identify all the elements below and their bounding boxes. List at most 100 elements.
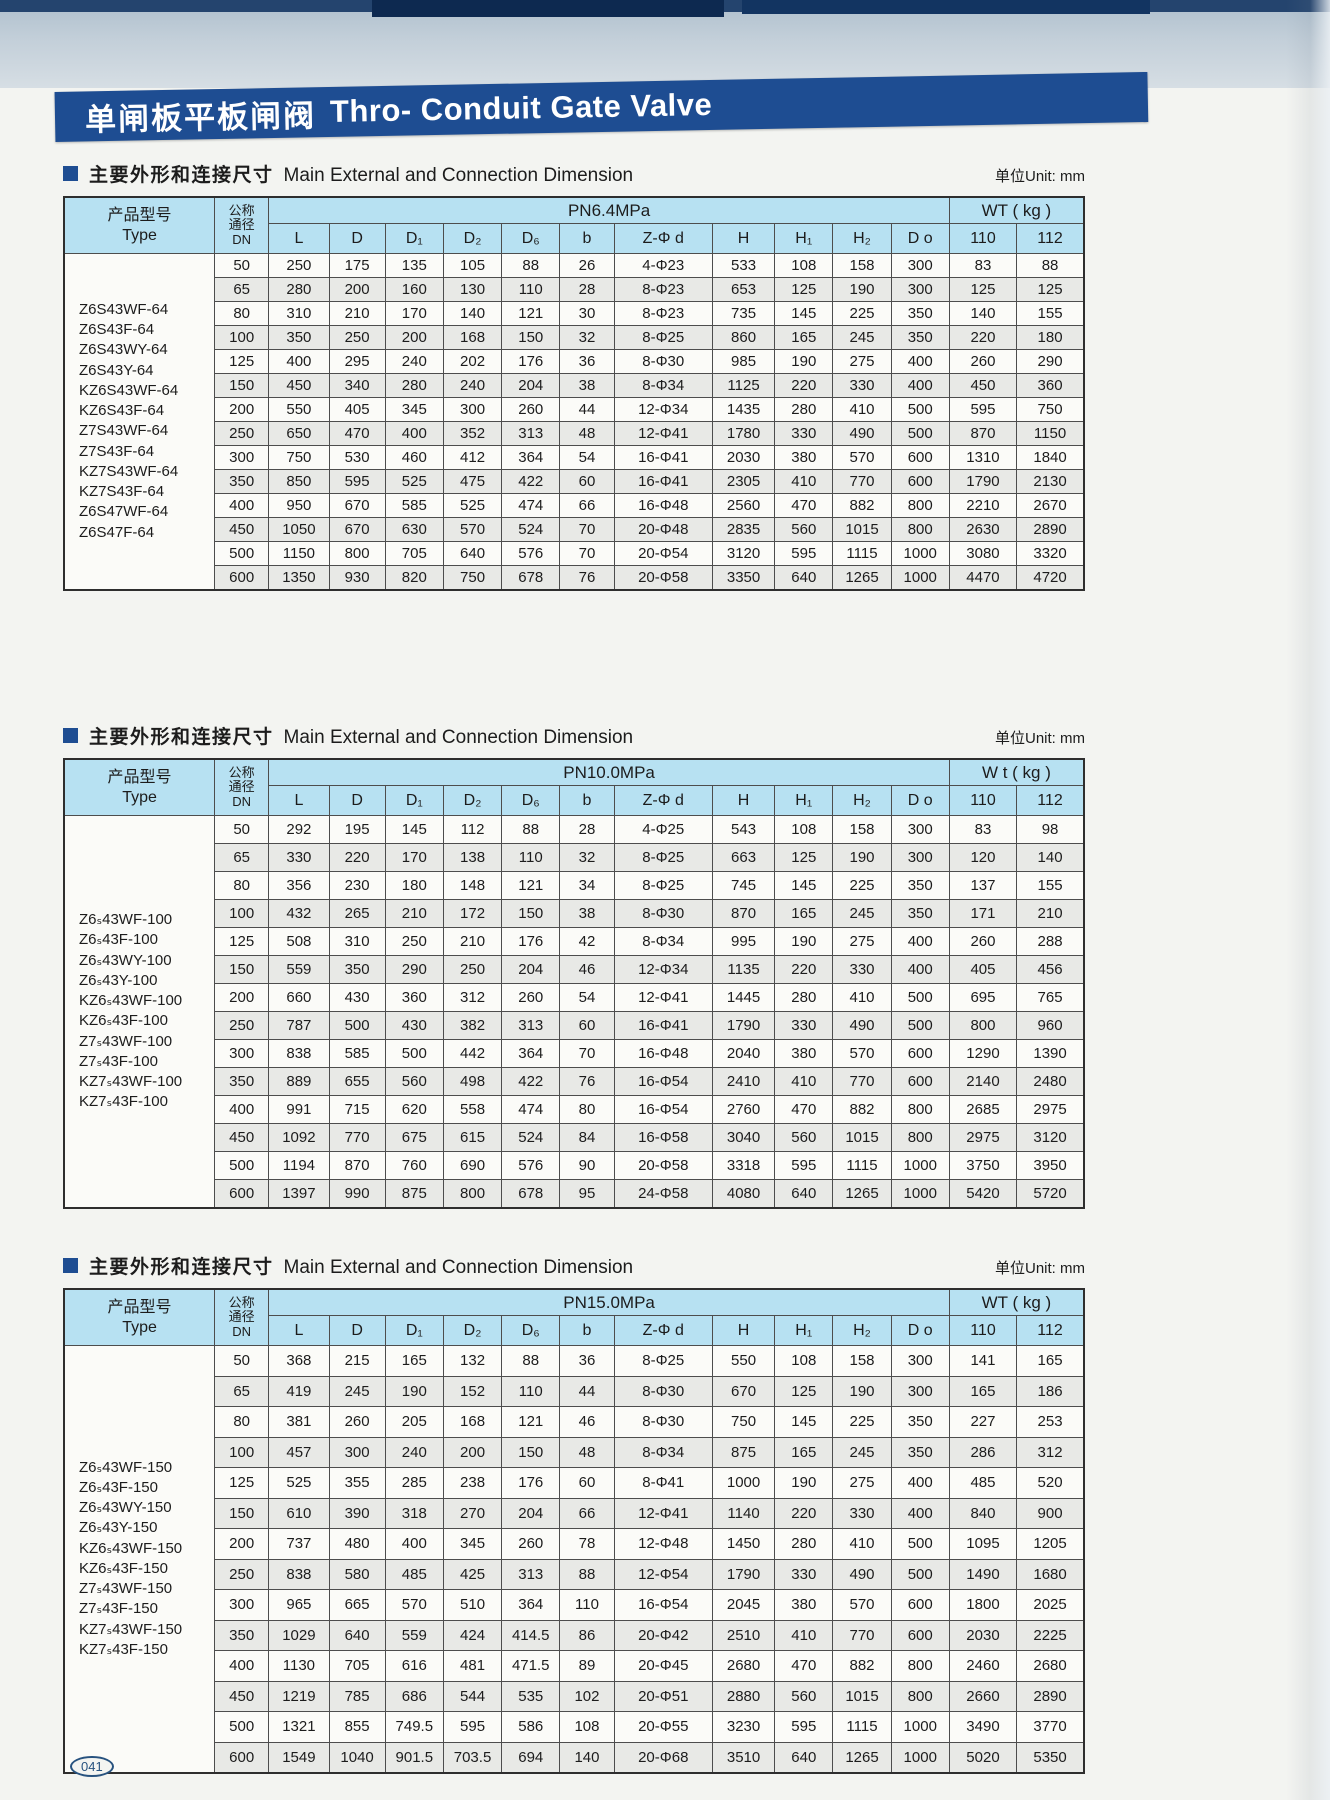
table-cell: 155: [1016, 871, 1085, 900]
table-cell: 533: [711, 253, 776, 278]
table-cell: 16-Φ54: [613, 1067, 713, 1096]
dn-column-header: 公称 通径 DN: [214, 1288, 270, 1346]
table-cell: 3080: [948, 541, 1018, 566]
table-cell: 694: [501, 1741, 561, 1773]
table-cell: 4080: [711, 1179, 776, 1208]
table-cell: 150: [214, 1497, 270, 1529]
table-cell: 210: [328, 301, 386, 326]
table-cell: 737: [268, 1528, 330, 1560]
table-cell: 170: [384, 301, 444, 326]
table-cell: 750: [711, 1406, 776, 1438]
table-cell: 1205: [1016, 1528, 1085, 1560]
table-cell: 875: [711, 1436, 776, 1468]
type-label: Z6S47WF-64: [79, 503, 169, 521]
table-cell: 5420: [948, 1179, 1018, 1208]
table-cell: 400: [214, 1650, 270, 1682]
type-label: KZ7S43WF-64: [79, 462, 179, 480]
table-cell: 360: [384, 983, 444, 1012]
table-cell: 8-Φ30: [613, 899, 713, 928]
table-cell: 350: [214, 469, 270, 494]
weight-column-header: 112: [1016, 785, 1085, 816]
table-cell: 200: [214, 1528, 270, 1560]
table-cell: 560: [384, 1067, 444, 1096]
table-cell: 12-Φ48: [613, 1528, 713, 1560]
section-heading-en: Main External and Connection Dimension: [283, 165, 634, 186]
table-cell: 65: [214, 1375, 270, 1407]
table-cell: 1490: [948, 1558, 1018, 1590]
table-cell: 991: [268, 1095, 330, 1124]
table-cell: 20-Φ68: [613, 1741, 713, 1773]
table-cell: 204: [501, 1497, 561, 1529]
table-cell: 570: [832, 445, 892, 470]
table-cell: 1115: [832, 1151, 892, 1180]
table-cell: 42: [559, 927, 615, 956]
table-cell: 240: [384, 349, 444, 374]
table-cell: 70: [559, 1039, 615, 1068]
table-cell: 1000: [890, 1179, 950, 1208]
table-cell: 150: [214, 955, 270, 984]
table-row: Z6ₛ43WF-150 Z6ₛ43F-150 Z6ₛ43WY-150 Z6ₛ43Y-1…: [63, 1345, 1085, 1773]
table-cell: 171: [948, 899, 1018, 928]
table-cell: 640: [774, 1179, 834, 1208]
table-cell: 44: [559, 397, 615, 422]
table-cell: 260: [501, 1528, 561, 1560]
table-cell: 125: [1016, 277, 1085, 302]
table-cell: 400: [890, 349, 950, 374]
table-cell: 280: [774, 397, 834, 422]
table-cell: 125: [214, 1467, 270, 1499]
table-cell: 500: [384, 1039, 444, 1068]
table-cell: 457: [268, 1436, 330, 1468]
table-cell: 1000: [890, 565, 950, 590]
table-cell: 5720: [1016, 1179, 1085, 1208]
table-cell: 500: [890, 397, 950, 422]
table-cell: 8-Φ34: [613, 927, 713, 956]
table-cell: 405: [948, 955, 1018, 984]
table-cell: 16-Φ41: [613, 445, 713, 470]
table-cell: 410: [774, 1067, 834, 1096]
table-row: 250 787 500 430 382 313 60 16-Φ41 1790 330 490 500 8…: [64, 1011, 1085, 1040]
table-row: 80 356 230 180 148 121 34 8-Φ25 745 145 225 350 137 1…: [64, 871, 1085, 900]
type-group: Z6ₛ43WY-100 Z6ₛ43Y-100: [79, 951, 210, 992]
type-label: KZ6S43WF-64: [79, 381, 179, 399]
table-cell: 152: [442, 1375, 503, 1407]
table-cell: 280: [268, 277, 330, 302]
table-cell: 600: [214, 1741, 270, 1773]
table-cell: 600: [890, 1067, 950, 1096]
dimension-section: 主要外形和连接尺寸 Main External and Connection Di…: [63, 160, 1085, 591]
table-cell: 678: [501, 565, 561, 590]
table-cell: 610: [268, 1497, 330, 1529]
table-cell: 800: [890, 517, 950, 542]
table-cell: 300: [890, 1345, 950, 1377]
table-cell: 368: [268, 1345, 330, 1377]
table-cell: 525: [442, 493, 503, 518]
table-cell: 490: [832, 1011, 892, 1040]
table-cell: 60: [559, 1011, 615, 1040]
table-row: Z6ₛ43WF-100 Z6ₛ43F-100 Z6ₛ43WY-100 Z6ₛ43Y-1…: [63, 815, 1085, 1208]
table-cell: 470: [774, 1650, 834, 1682]
table-cell: 12-Φ41: [613, 983, 713, 1012]
table-cell: 474: [501, 1095, 561, 1124]
table-cell: 1040: [328, 1741, 386, 1773]
table-cell: 90: [559, 1151, 615, 1180]
table-cell: 32: [559, 325, 615, 350]
dimension-column-header: b: [559, 223, 615, 254]
table-cell: 172: [442, 899, 503, 928]
table-cell: 225: [832, 301, 892, 326]
table-cell: 3350: [711, 565, 776, 590]
table-cell: 576: [501, 541, 561, 566]
table-cell: 520: [1016, 1467, 1085, 1499]
table-row: 100 457 300 240 200 150 48 8-Φ34 875 165 245 350 286…: [64, 1436, 1085, 1468]
table-cell: 137: [948, 871, 1018, 900]
table-cell: 580: [328, 1558, 386, 1590]
weight-group-header: WT ( kg ): [948, 1288, 1085, 1316]
table-cell: 2140: [948, 1067, 1018, 1096]
table-cell: 595: [948, 397, 1018, 422]
table-cell: 165: [774, 899, 834, 928]
table-cell: 165: [384, 1345, 444, 1377]
table-cell: 20-Φ51: [613, 1680, 713, 1712]
table-cell: 350: [890, 325, 950, 350]
table-cell: 20-Φ45: [613, 1650, 713, 1682]
table-cell: 1140: [711, 1497, 776, 1529]
table-cell: 8-Φ25: [613, 871, 713, 900]
table-cell: 1115: [832, 541, 892, 566]
